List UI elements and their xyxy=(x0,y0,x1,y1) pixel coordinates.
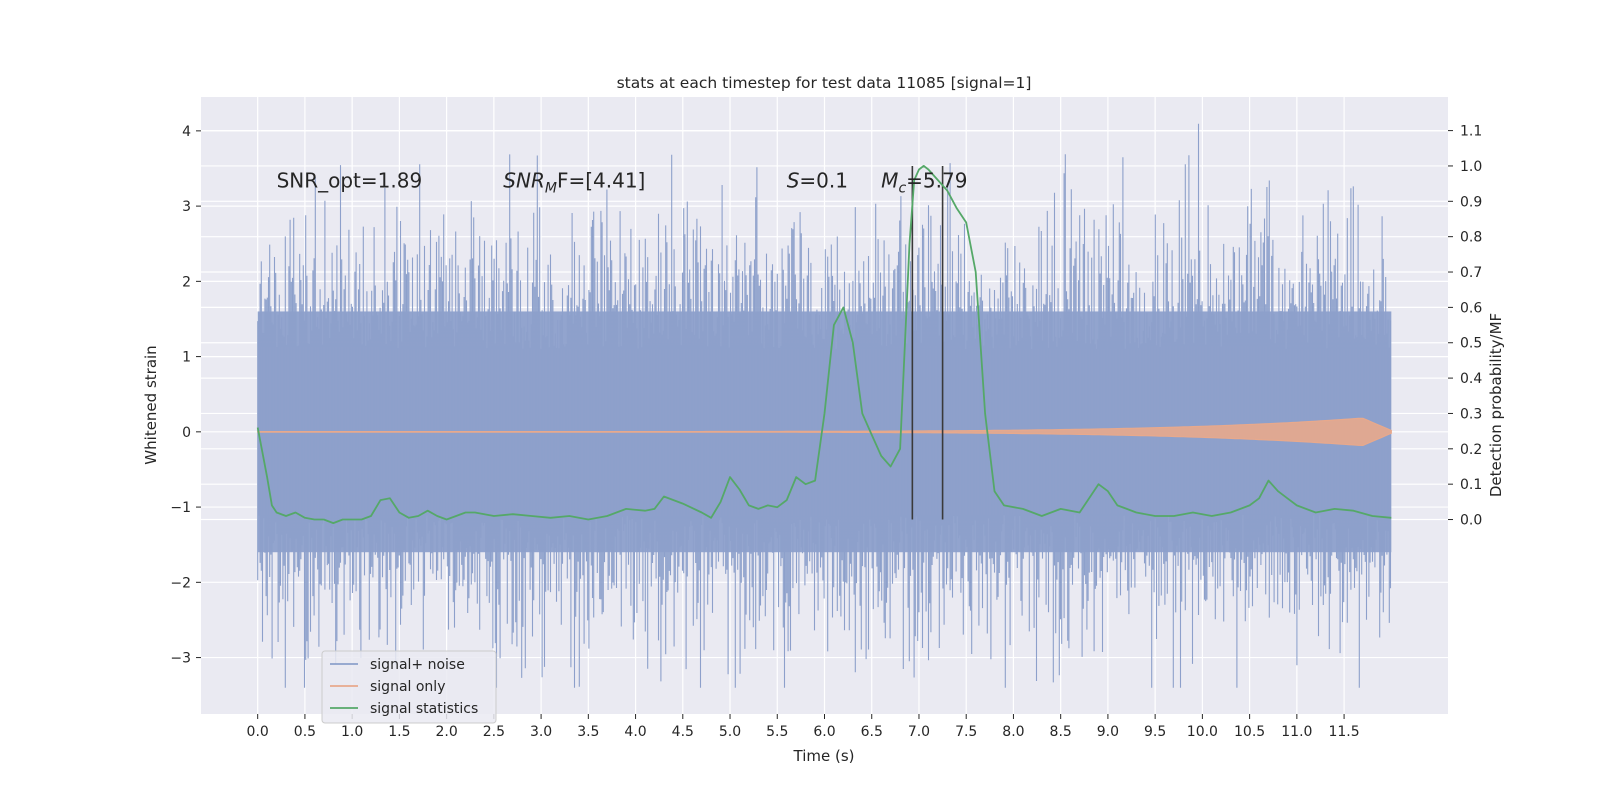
y-right-tick-label-4: 0.7 xyxy=(1460,265,1482,281)
series-signal-only xyxy=(257,417,1392,447)
x-tick-label-9: 4.5 xyxy=(672,724,694,740)
y-tick-label-4: 0 xyxy=(182,425,191,441)
y-ticks-right: 1.1 1.0 0.9 0.8 0.7 0.6 0.5 0.4 0.3 0.2 0.1 0.0 xyxy=(1448,124,1482,529)
y-tick-label-1: 3 xyxy=(182,199,191,215)
annotation-3: Mc=5.79 xyxy=(881,168,967,196)
noise-trace xyxy=(257,123,1392,688)
y-right-tick-label-2: 0.9 xyxy=(1460,194,1482,210)
y-tick-label-7: −3 xyxy=(170,651,191,667)
x-tick-label-8: 4.0 xyxy=(624,724,646,740)
x-tick-label-17: 8.5 xyxy=(1050,724,1072,740)
y-tick-label-6: −2 xyxy=(170,575,191,591)
annotations: SNR_opt=1.89 SNRMF=[4.41] S=0.1 Mc=5.79 xyxy=(277,168,968,196)
y-right-tick-label-10: 0.1 xyxy=(1460,477,1482,493)
y-ticks: 4 3 2 1 0 −1 −2 −3 xyxy=(170,124,201,667)
x-tick-label-20: 10.0 xyxy=(1187,724,1218,740)
x-tick-label-3: 1.5 xyxy=(388,724,410,740)
vertical-markers xyxy=(911,165,944,520)
legend-label-signal-only: signal only xyxy=(370,679,445,695)
x-tick-label-4: 2.0 xyxy=(435,724,457,740)
legend: signal+ noise signal only signal statist… xyxy=(321,650,497,724)
annotation-0: SNR_opt=1.89 xyxy=(277,168,423,192)
x-tick-label-14: 7.0 xyxy=(908,724,930,740)
signal-statistics-line xyxy=(256,165,1392,524)
x-tick-label-13: 6.5 xyxy=(861,724,883,740)
annotation-1: SNRMF=[4.41] xyxy=(503,168,645,196)
y-tick-label-3: 1 xyxy=(182,350,191,366)
x-tick-label-1: 0.5 xyxy=(294,724,316,740)
y-right-tick-label-9: 0.2 xyxy=(1460,442,1482,458)
x-tick-label-10: 5.0 xyxy=(719,724,741,740)
y-right-tick-label-8: 0.3 xyxy=(1460,406,1482,422)
x-tick-label-19: 9.5 xyxy=(1144,724,1166,740)
y-right-tick-label-0: 1.1 xyxy=(1460,124,1482,140)
y-tick-label-2: 2 xyxy=(182,274,191,290)
x-tick-label-21: 10.5 xyxy=(1234,724,1265,740)
legend-box xyxy=(321,650,497,724)
x-tick-label-11: 5.5 xyxy=(766,724,788,740)
x-ticks: 0.0 0.5 1.0 1.5 2.0 2.5 3.0 3.5 4.0 4.5 5.0 5.5 6.0 6… xyxy=(247,714,1360,740)
y-right-tick-label-11: 0.0 xyxy=(1460,513,1482,529)
x-tick-label-5: 2.5 xyxy=(483,724,505,740)
legend-label-signal-statistics: signal statistics xyxy=(370,701,478,717)
x-tick-label-0: 0.0 xyxy=(247,724,269,740)
x-tick-label-15: 7.5 xyxy=(955,724,977,740)
y-axis-title: Whitened strain xyxy=(142,345,160,464)
y-right-tick-label-5: 0.6 xyxy=(1460,300,1482,316)
y-tick-label-0: 4 xyxy=(182,124,191,140)
x-tick-label-7: 3.5 xyxy=(577,724,599,740)
x-tick-label-22: 11.0 xyxy=(1281,724,1312,740)
y-tick-label-5: −1 xyxy=(170,500,191,516)
x-tick-label-23: 11.5 xyxy=(1328,724,1359,740)
chart-title: stats at each timestep for test data 110… xyxy=(617,74,1032,92)
x-tick-label-12: 6.0 xyxy=(813,724,835,740)
x-tick-label-6: 3.0 xyxy=(530,724,552,740)
series-signal-statistics xyxy=(256,165,1392,524)
x-tick-label-18: 9.0 xyxy=(1097,724,1119,740)
y-axis-title-right: Detection probability/MF xyxy=(1487,313,1505,497)
x-axis-title: Time (s) xyxy=(793,747,855,765)
y-right-tick-label-6: 0.5 xyxy=(1460,336,1482,352)
y-right-tick-label-1: 1.0 xyxy=(1460,159,1482,175)
x-tick-label-2: 1.0 xyxy=(341,724,363,740)
signal-only-envelope xyxy=(257,417,1392,447)
annotation-2: S=0.1 xyxy=(787,168,848,192)
y-right-tick-label-3: 0.8 xyxy=(1460,230,1482,246)
x-tick-label-16: 8.0 xyxy=(1002,724,1024,740)
y-right-tick-label-7: 0.4 xyxy=(1460,371,1482,387)
legend-label-signal-noise: signal+ noise xyxy=(370,657,465,673)
